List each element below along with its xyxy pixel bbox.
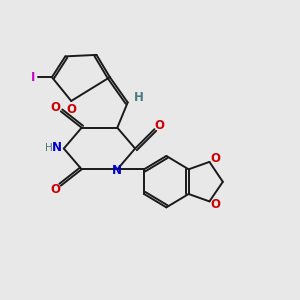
Text: O: O [210,198,220,211]
Text: O: O [50,101,61,114]
Text: I: I [30,71,35,84]
Text: N: N [112,164,122,177]
Text: O: O [155,119,165,132]
Text: N: N [52,141,62,154]
Text: O: O [50,183,61,196]
Text: H: H [45,142,53,153]
Text: H: H [134,91,144,103]
Text: O: O [66,103,76,116]
Text: O: O [210,152,220,165]
